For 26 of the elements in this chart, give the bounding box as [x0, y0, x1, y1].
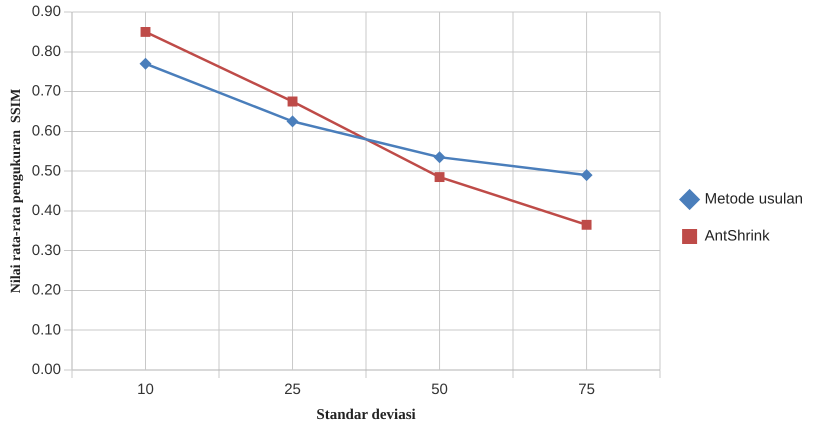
legend-label: AntShrink [704, 228, 770, 245]
y-tick-label: 0.60 [32, 122, 61, 140]
y-tick-label: 0.90 [32, 3, 61, 20]
y-tick-label: 0.80 [32, 42, 61, 60]
point [580, 169, 593, 182]
y-tick-label: 0.20 [32, 282, 61, 299]
y-tick-label: 0.00 [32, 361, 61, 378]
legend-label: Metode usulan [704, 190, 804, 208]
point [286, 115, 299, 128]
point [434, 172, 445, 182]
x-tick-label: 50 [431, 381, 448, 398]
point [434, 151, 446, 164]
y-axis-title: Nilai rata-rata pengukuran SSIM [9, 88, 24, 294]
y-tick-label: 0.10 [32, 321, 61, 338]
point [140, 58, 152, 70]
point [288, 96, 298, 106]
x-tick-label: 10 [137, 381, 154, 398]
y-tick-label: 0.70 [32, 82, 61, 100]
y-tick-label: 0.40 [32, 202, 61, 220]
point [582, 220, 592, 230]
point [140, 26, 150, 37]
y-tick-label: 0.50 [32, 162, 61, 180]
x-axis-title: Standar deviasi [316, 406, 416, 423]
x-tick-label: 25 [284, 381, 301, 398]
x-tick-label: 75 [578, 381, 595, 398]
y-tick-label: 0.30 [32, 242, 61, 259]
